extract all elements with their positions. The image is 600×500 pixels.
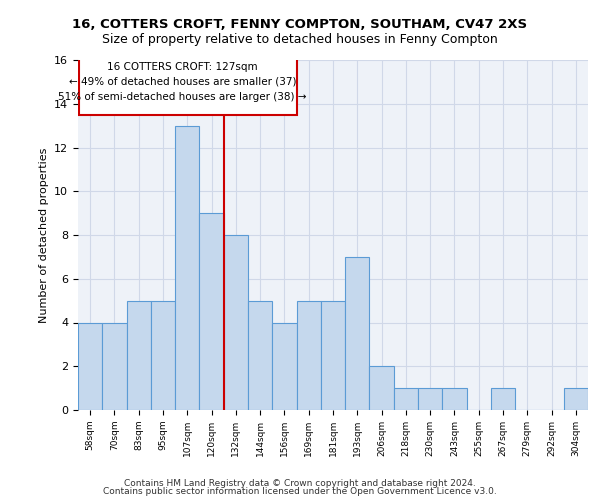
Bar [491, 388, 515, 410]
Bar [272, 322, 296, 410]
Text: 16 COTTERS CROFT: 127sqm: 16 COTTERS CROFT: 127sqm [107, 62, 258, 72]
Bar [102, 322, 127, 410]
Bar [418, 388, 442, 410]
Text: Contains HM Land Registry data © Crown copyright and database right 2024.: Contains HM Land Registry data © Crown c… [124, 478, 476, 488]
Bar [175, 126, 199, 410]
Text: 51% of semi-detached houses are larger (38) →: 51% of semi-detached houses are larger (… [58, 92, 307, 102]
Text: Contains public sector information licensed under the Open Government Licence v3: Contains public sector information licen… [103, 487, 497, 496]
Y-axis label: Number of detached properties: Number of detached properties [38, 148, 49, 322]
Bar [564, 388, 588, 410]
Bar [224, 235, 248, 410]
FancyBboxPatch shape [79, 56, 296, 114]
Bar [345, 257, 370, 410]
Text: Size of property relative to detached houses in Fenny Compton: Size of property relative to detached ho… [102, 32, 498, 46]
Bar [321, 300, 345, 410]
Bar [370, 366, 394, 410]
Bar [151, 300, 175, 410]
Bar [394, 388, 418, 410]
Text: ← 49% of detached houses are smaller (37): ← 49% of detached houses are smaller (37… [68, 77, 296, 87]
Bar [78, 322, 102, 410]
Text: 16, COTTERS CROFT, FENNY COMPTON, SOUTHAM, CV47 2XS: 16, COTTERS CROFT, FENNY COMPTON, SOUTHA… [73, 18, 527, 30]
Bar [296, 300, 321, 410]
Bar [442, 388, 467, 410]
Bar [199, 213, 224, 410]
Bar [127, 300, 151, 410]
Bar [248, 300, 272, 410]
